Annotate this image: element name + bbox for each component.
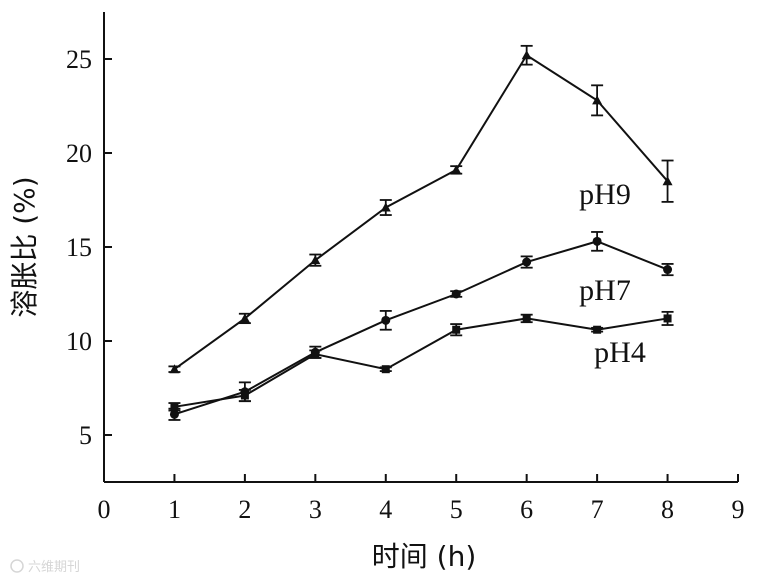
x-tick-label-9: 9 xyxy=(732,495,745,524)
y-axis-title: 溶胀比 (%) xyxy=(8,176,41,317)
point-pH9-8 xyxy=(662,176,673,186)
y-tick-label-10: 10 xyxy=(66,327,92,356)
series-line-pH7 xyxy=(174,240,668,416)
series-pH9 xyxy=(168,44,674,374)
y-tick-label-20: 20 xyxy=(66,139,92,168)
point-pH9-4 xyxy=(380,202,391,212)
y-tick-label-25: 25 xyxy=(66,45,92,74)
axes xyxy=(103,12,738,483)
point-pH4-7 xyxy=(593,325,602,334)
point-pH9-5 xyxy=(451,164,462,174)
x-tick-label-3: 3 xyxy=(309,495,322,524)
point-pH4-1 xyxy=(170,402,179,411)
series-label-pH4: pH4 xyxy=(594,336,646,369)
y-ticks: 5 10 15 20 25 xyxy=(66,45,112,450)
y-tick-label-15: 15 xyxy=(66,233,92,262)
point-pH7-6 xyxy=(522,257,532,267)
point-pH7-5 xyxy=(451,289,461,299)
point-pH4-5 xyxy=(452,325,461,334)
watermark-text: 六维期刊 xyxy=(28,560,80,575)
point-pH4-3 xyxy=(311,350,320,359)
point-pH7-1 xyxy=(169,409,179,419)
watermark: 六维期刊 xyxy=(10,559,80,575)
point-pH9-7 xyxy=(592,95,603,105)
point-pH7-8 xyxy=(663,265,673,275)
x-tick-label-8: 8 xyxy=(661,495,674,524)
point-pH4-4 xyxy=(381,365,390,374)
point-pH9-3 xyxy=(310,255,321,265)
point-pH9-2 xyxy=(239,313,250,323)
series-label-pH9: pH9 xyxy=(579,178,631,211)
point-pH7-7 xyxy=(592,236,602,246)
point-pH4-8 xyxy=(663,314,672,323)
x-tick-label-7: 7 xyxy=(591,495,604,524)
x-tick-label-1: 1 xyxy=(168,495,181,524)
series-label-pH7: pH7 xyxy=(579,274,631,307)
point-pH4-6 xyxy=(522,314,531,323)
series-group xyxy=(168,44,674,421)
y-tick-label-5: 5 xyxy=(79,421,92,450)
watermark-logo-icon xyxy=(10,559,24,573)
series-line-pH4 xyxy=(174,317,668,408)
point-pH9-1 xyxy=(169,364,180,374)
point-pH7-4 xyxy=(381,315,391,325)
x-tick-label-4: 4 xyxy=(379,495,392,524)
point-pH4-2 xyxy=(240,391,249,400)
series-line-pH9 xyxy=(173,53,669,371)
x-tick-label-2: 2 xyxy=(238,495,251,524)
x-tick-label-0: 0 xyxy=(98,495,111,524)
point-pH9-6 xyxy=(521,50,532,60)
series-labels: pH9 pH7 pH4 xyxy=(579,178,646,369)
series-pH4 xyxy=(168,310,674,412)
x-axis-title: 时间 (h) xyxy=(372,540,477,573)
x-ticks: 0 1 2 3 4 5 6 7 8 9 xyxy=(98,474,745,524)
x-tick-label-6: 6 xyxy=(520,495,533,524)
x-tick-label-5: 5 xyxy=(450,495,463,524)
